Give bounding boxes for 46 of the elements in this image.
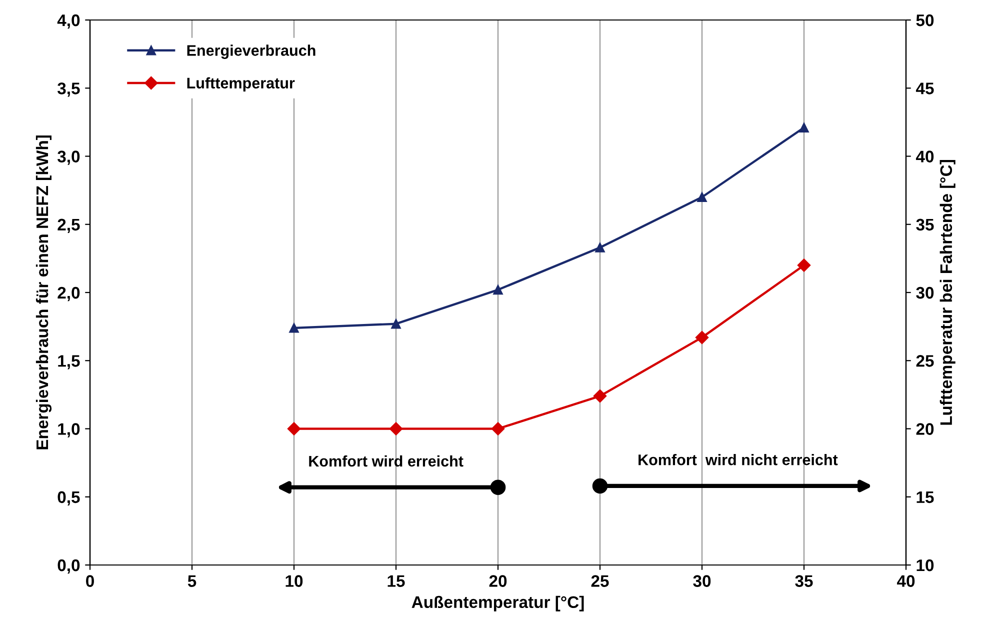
- y2-tick-label: 35: [916, 218, 934, 231]
- x-tick-label: 40: [896, 575, 915, 587]
- y2-tick-label: 45: [916, 82, 934, 94]
- point: [695, 330, 709, 344]
- point: [697, 192, 707, 202]
- y2-tick-label: 40: [916, 150, 934, 162]
- point: [797, 258, 811, 272]
- y-axis-title: Energieverbrauch für einen NEFZ [kWh]: [36, 136, 52, 450]
- x-axis-title: Außentemperatur [°C]: [412, 596, 584, 612]
- x-tick-label: 25: [591, 575, 609, 587]
- y2-axis-title: Lufttemperatur bei Fahrtende [°C]: [940, 160, 956, 425]
- y-tick-label: 2,0: [58, 286, 80, 302]
- y-tick-label: 0,0: [58, 559, 80, 574]
- x-tick-label: 10: [286, 575, 303, 587]
- y-tick-label: 1,0: [58, 423, 80, 438]
- y-tick-label: 3,0: [57, 150, 80, 165]
- point: [593, 389, 607, 403]
- point: [289, 323, 299, 333]
- point: [491, 422, 505, 436]
- y2-tick-label: 10: [916, 559, 934, 572]
- y-tick-label: 2,5: [58, 218, 80, 233]
- legend-label: Energieverbrauch: [187, 44, 316, 59]
- point: [287, 422, 301, 436]
- point: [389, 422, 403, 436]
- y2-tick-label: 50: [916, 14, 934, 26]
- point: [391, 318, 401, 329]
- y-tick-label: 4,0: [57, 14, 80, 29]
- point: [493, 284, 503, 295]
- x-tick-label: 5: [188, 575, 196, 587]
- point: [799, 122, 809, 132]
- x-tick-label: 15: [388, 575, 405, 587]
- y2-tick-label: 20: [916, 423, 934, 435]
- x-tick-label: 30: [693, 575, 711, 587]
- legend-label: Lufttemperatur: [187, 77, 295, 92]
- x-tick-label: 20: [489, 575, 507, 587]
- y-tick-label: 1,5: [58, 355, 80, 370]
- annotation: Komfort wird nicht erreicht: [638, 454, 838, 466]
- y2-tick-label: 15: [916, 491, 934, 504]
- point: [595, 242, 605, 252]
- annotation: Komfort wird erreicht: [309, 455, 464, 467]
- y2-tick-label: 30: [916, 286, 934, 299]
- y2-tick-label: 25: [916, 355, 934, 367]
- y-tick-label: 0,5: [58, 491, 80, 506]
- x-tick-label: 0: [86, 575, 94, 587]
- x-tick-label: 35: [795, 575, 813, 587]
- y-tick-label: 3,5: [57, 82, 80, 97]
